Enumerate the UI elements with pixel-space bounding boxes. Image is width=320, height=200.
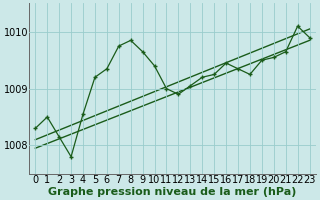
X-axis label: Graphe pression niveau de la mer (hPa): Graphe pression niveau de la mer (hPa) <box>48 187 297 197</box>
